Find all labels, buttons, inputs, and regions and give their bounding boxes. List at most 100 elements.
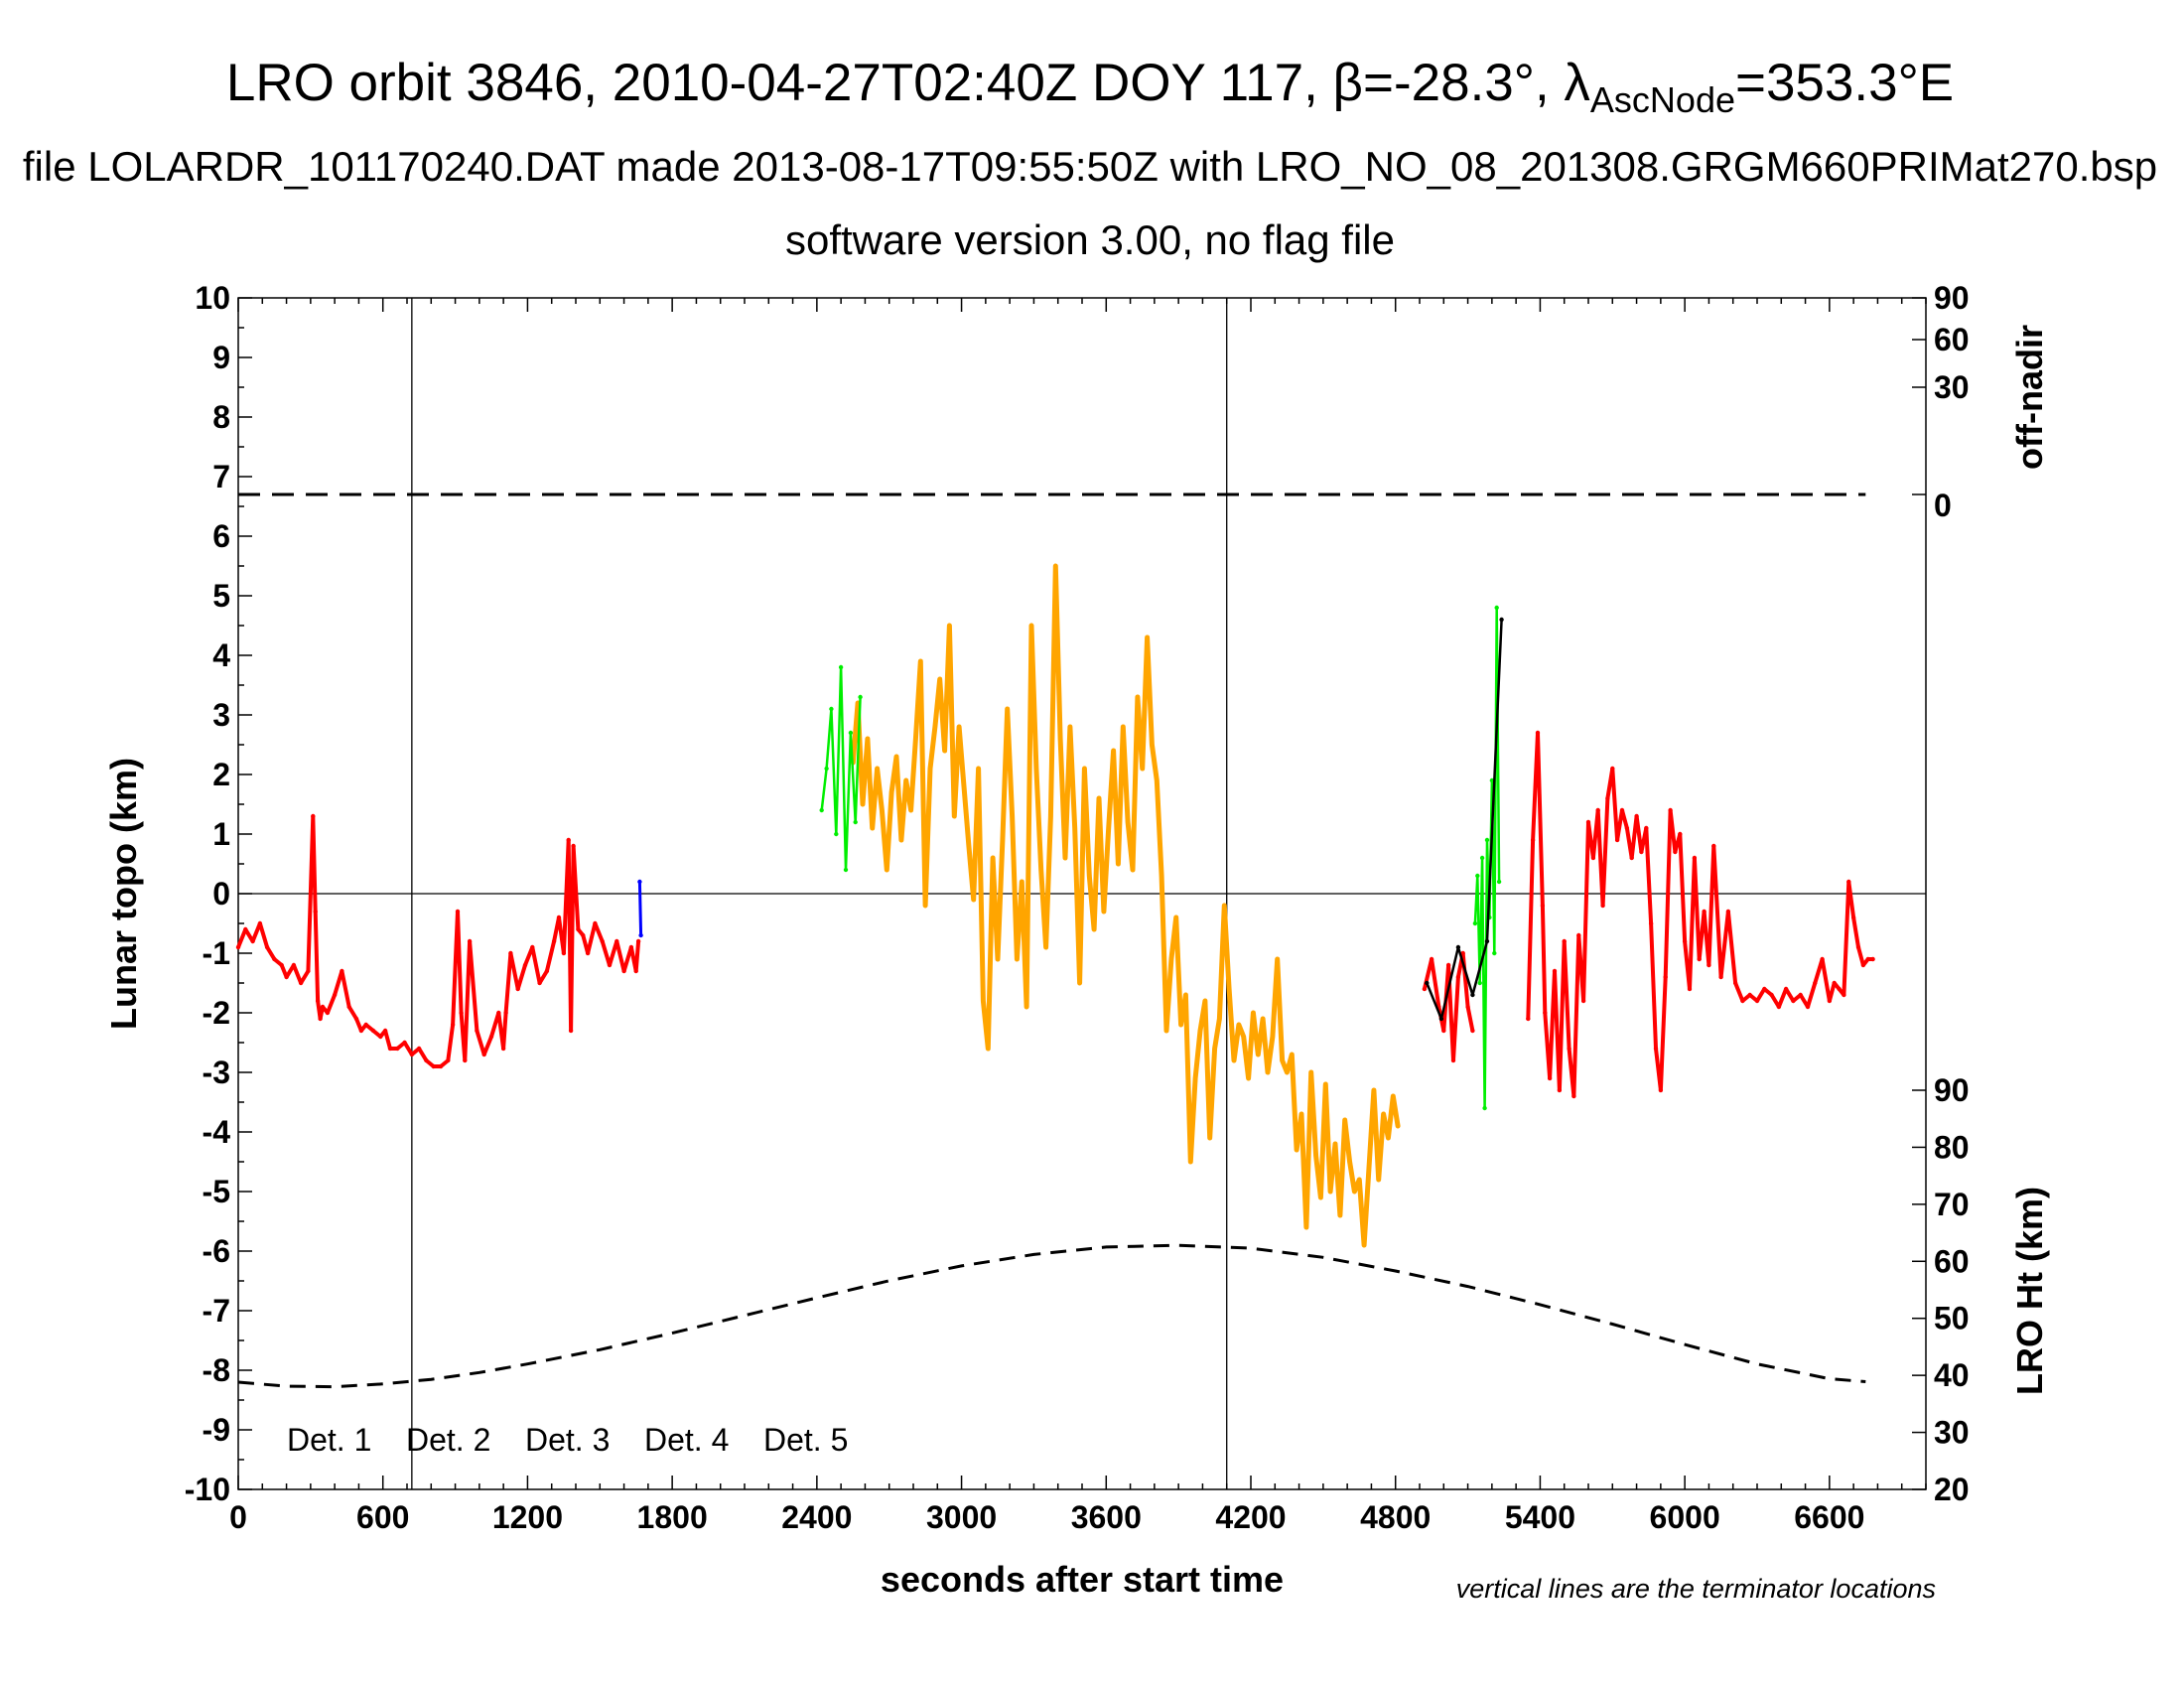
- data-point: [1366, 1165, 1372, 1171]
- lro-ht-tick-label: 70: [1934, 1187, 1970, 1222]
- y-tick-label: 4: [212, 637, 230, 673]
- data-point: [1711, 843, 1716, 849]
- data-point: [1202, 998, 1208, 1004]
- data-point: [1038, 867, 1043, 873]
- data-point: [1470, 992, 1475, 998]
- data-point: [1837, 986, 1842, 992]
- data-point: [903, 777, 908, 783]
- data-point: [446, 1057, 451, 1063]
- data-point: [409, 1052, 415, 1057]
- y-tick-label: 0: [212, 876, 230, 912]
- data-point: [1135, 694, 1141, 700]
- data-point: [1298, 1111, 1304, 1117]
- data-point: [291, 962, 297, 968]
- data-point: [1082, 766, 1087, 772]
- data-point: [1091, 926, 1097, 932]
- y-tick-label: -6: [203, 1233, 230, 1269]
- data-point: [585, 950, 591, 956]
- legend-det-5: Det. 5: [763, 1422, 848, 1458]
- data-point: [1644, 825, 1649, 831]
- data-point: [459, 1010, 464, 1016]
- data-point: [1791, 998, 1796, 1004]
- data-point: [1422, 986, 1428, 992]
- data-point: [1010, 813, 1015, 819]
- data-point: [1327, 1189, 1333, 1195]
- data-point: [346, 1004, 351, 1010]
- lro-ht-tick-label: 60: [1934, 1243, 1970, 1279]
- y-axis-label-left: Lunar topo (km): [103, 758, 144, 1030]
- data-point: [1567, 1046, 1571, 1052]
- data-point: [1053, 563, 1058, 569]
- x-tick-label: 6000: [1650, 1499, 1720, 1535]
- data-point: [1183, 992, 1188, 998]
- data-point: [1096, 795, 1102, 801]
- series-det-2: [637, 879, 643, 938]
- data-point: [1540, 903, 1546, 909]
- data-point: [1188, 1159, 1193, 1165]
- data-point: [885, 867, 889, 873]
- data-point: [581, 932, 586, 938]
- data-point: [870, 825, 875, 831]
- data-point: [1251, 1010, 1256, 1016]
- data-point: [1361, 1242, 1367, 1248]
- data-point: [1610, 766, 1615, 772]
- data-point: [387, 1046, 393, 1052]
- data-point: [1754, 998, 1760, 1004]
- data-point: [1492, 950, 1497, 956]
- data-point: [378, 1034, 383, 1040]
- data-point: [358, 1028, 364, 1034]
- data-point: [638, 932, 643, 938]
- data-point: [927, 766, 933, 772]
- data-point: [1024, 1004, 1029, 1010]
- data-point: [306, 968, 311, 974]
- y-tick-label: -3: [203, 1055, 230, 1090]
- data-point: [272, 956, 277, 962]
- data-point: [1197, 1028, 1203, 1034]
- legend-det-1: Det. 1: [287, 1422, 371, 1458]
- data-point: [1005, 706, 1010, 712]
- data-point: [438, 1063, 444, 1069]
- data-point: [1732, 980, 1738, 986]
- data-point: [1280, 1057, 1285, 1063]
- x-tick-label: 1800: [637, 1499, 708, 1535]
- data-point: [1526, 1016, 1531, 1022]
- lro-ht-tick-label: 20: [1934, 1472, 1970, 1507]
- data-point: [1653, 1046, 1659, 1052]
- y-tick-label: -1: [203, 935, 230, 971]
- data-point: [1241, 1034, 1246, 1040]
- data-point: [1535, 730, 1541, 736]
- data-point: [1639, 849, 1644, 855]
- data-point: [1585, 819, 1591, 825]
- data-point: [1805, 1004, 1811, 1010]
- data-point: [1496, 879, 1502, 885]
- data-point: [865, 736, 871, 742]
- data-point: [1846, 879, 1851, 885]
- data-point: [1000, 837, 1006, 843]
- data-point: [1706, 962, 1711, 968]
- auxiliary-curves: [237, 492, 1866, 1389]
- data-point: [508, 950, 513, 956]
- data-point: [1285, 1069, 1290, 1075]
- lro-ht-tick-label: 50: [1934, 1301, 1970, 1336]
- data-point: [1530, 837, 1536, 843]
- data-point: [1658, 1087, 1664, 1093]
- data-point: [1347, 1159, 1352, 1165]
- x-tick-label: 0: [229, 1499, 247, 1535]
- data-point: [1619, 807, 1625, 813]
- data-point: [235, 944, 241, 950]
- data-point: [1376, 1177, 1381, 1183]
- data-point: [1562, 938, 1567, 944]
- data-point: [298, 980, 304, 986]
- data-point: [1725, 909, 1731, 914]
- data-point: [1450, 1057, 1456, 1063]
- data-point: [607, 962, 613, 968]
- data-point: [455, 909, 461, 914]
- data-point: [1460, 950, 1465, 956]
- data-point: [264, 944, 270, 950]
- data-point: [1106, 825, 1111, 831]
- data-point: [353, 1016, 359, 1022]
- data-point: [1395, 1123, 1401, 1129]
- data-point: [1595, 807, 1600, 813]
- data-point: [614, 938, 619, 944]
- y-tick-label: 6: [212, 518, 230, 554]
